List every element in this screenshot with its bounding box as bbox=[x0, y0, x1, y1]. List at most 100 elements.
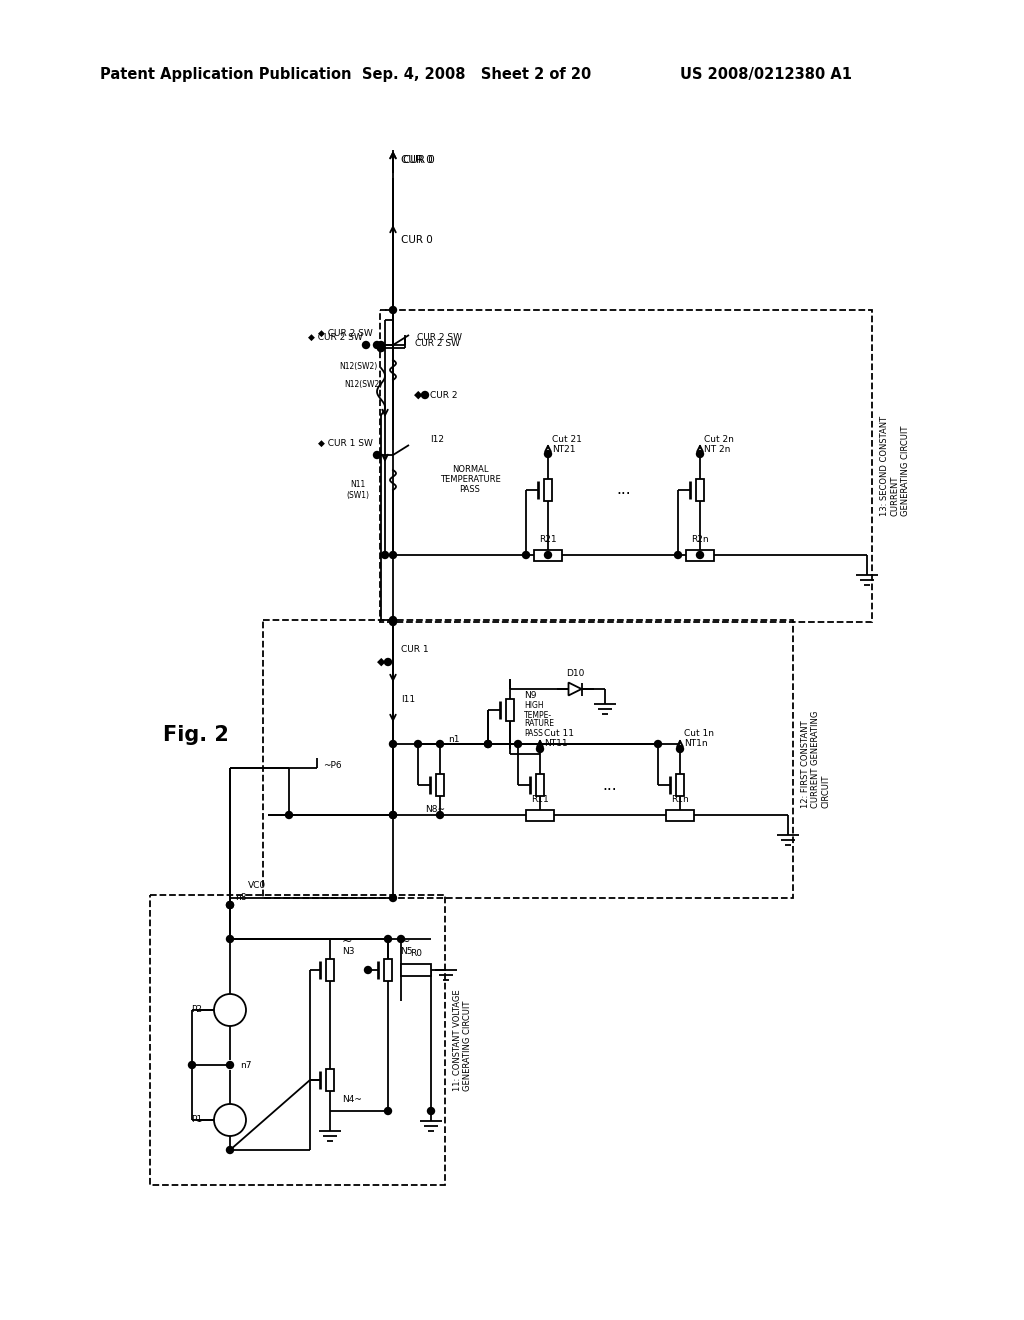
Text: CUR 0: CUR 0 bbox=[401, 154, 433, 165]
Circle shape bbox=[696, 450, 703, 458]
Text: ◆: ◆ bbox=[377, 657, 385, 667]
Circle shape bbox=[365, 966, 372, 974]
Text: R21: R21 bbox=[540, 535, 557, 544]
Circle shape bbox=[378, 342, 384, 348]
Text: HIGH: HIGH bbox=[524, 701, 544, 710]
Bar bbox=[696, 479, 705, 502]
Text: Cut 1n: Cut 1n bbox=[684, 730, 714, 738]
Text: R0: R0 bbox=[410, 949, 422, 958]
Text: CUR 0: CUR 0 bbox=[401, 235, 433, 246]
Text: N4~: N4~ bbox=[342, 1094, 361, 1104]
Text: NT21: NT21 bbox=[552, 445, 575, 454]
Bar bbox=[526, 809, 554, 821]
Circle shape bbox=[378, 345, 384, 351]
Text: CUR 2 SW: CUR 2 SW bbox=[415, 338, 460, 347]
Text: Patent Application Publication: Patent Application Publication bbox=[100, 67, 351, 82]
Text: PASS: PASS bbox=[524, 729, 543, 738]
Text: ◆ CUR 1 SW: ◆ CUR 1 SW bbox=[318, 438, 373, 447]
Text: I11: I11 bbox=[401, 696, 415, 705]
Circle shape bbox=[389, 616, 396, 623]
Circle shape bbox=[389, 619, 396, 626]
Circle shape bbox=[415, 741, 422, 747]
Circle shape bbox=[226, 902, 233, 908]
Circle shape bbox=[382, 552, 388, 558]
Text: N11
(SW1): N11 (SW1) bbox=[346, 480, 370, 500]
Text: n8: n8 bbox=[234, 892, 247, 902]
Text: VC0: VC0 bbox=[248, 880, 266, 890]
Circle shape bbox=[514, 741, 521, 747]
Bar bbox=[401, 964, 431, 975]
Circle shape bbox=[389, 306, 396, 314]
Text: ◆ CUR 2 SW: ◆ CUR 2 SW bbox=[318, 329, 373, 338]
Text: CUR 2 SW: CUR 2 SW bbox=[417, 333, 462, 342]
Circle shape bbox=[384, 659, 391, 665]
Text: RATURE: RATURE bbox=[524, 719, 554, 729]
Text: ◆: ◆ bbox=[414, 389, 422, 400]
Circle shape bbox=[214, 1104, 246, 1137]
Text: N12(SW2): N12(SW2) bbox=[344, 380, 382, 389]
Text: TEMPE-: TEMPE- bbox=[524, 710, 552, 719]
Text: PASS: PASS bbox=[460, 486, 480, 495]
Bar bbox=[536, 774, 544, 796]
Text: Cut 11: Cut 11 bbox=[544, 730, 574, 738]
Bar bbox=[666, 809, 694, 821]
Circle shape bbox=[214, 994, 246, 1026]
Text: NORMAL: NORMAL bbox=[452, 466, 488, 474]
Text: CUR 2: CUR 2 bbox=[430, 391, 458, 400]
Circle shape bbox=[384, 936, 391, 942]
Circle shape bbox=[384, 1107, 391, 1114]
Bar bbox=[263, 620, 793, 898]
Text: NT 2n: NT 2n bbox=[705, 445, 730, 454]
Circle shape bbox=[545, 552, 552, 558]
Text: P2: P2 bbox=[191, 1006, 202, 1015]
Circle shape bbox=[374, 342, 381, 348]
Circle shape bbox=[427, 1107, 434, 1114]
Text: Fig. 2: Fig. 2 bbox=[163, 725, 229, 744]
Circle shape bbox=[484, 741, 492, 747]
Text: ~: ~ bbox=[400, 935, 411, 948]
Circle shape bbox=[389, 552, 396, 558]
Circle shape bbox=[286, 812, 293, 818]
Text: ~: ~ bbox=[342, 935, 352, 948]
Text: N12(SW2): N12(SW2) bbox=[339, 362, 377, 371]
Circle shape bbox=[226, 936, 233, 942]
Circle shape bbox=[675, 552, 682, 558]
Text: NT1n: NT1n bbox=[684, 739, 708, 748]
Bar bbox=[380, 310, 872, 622]
Polygon shape bbox=[568, 682, 582, 696]
Circle shape bbox=[389, 741, 396, 747]
Bar bbox=[436, 774, 444, 796]
Bar bbox=[384, 960, 392, 981]
Circle shape bbox=[374, 451, 381, 458]
Circle shape bbox=[389, 812, 396, 818]
Text: ◆ CUR 2 SW: ◆ CUR 2 SW bbox=[308, 333, 362, 342]
Text: ...: ... bbox=[603, 777, 617, 792]
Text: n1: n1 bbox=[449, 735, 460, 744]
Text: 11: CONSTANT VOLTAGE
GENERATING CIRCUIT: 11: CONSTANT VOLTAGE GENERATING CIRCUIT bbox=[453, 989, 472, 1090]
Bar bbox=[326, 1069, 334, 1092]
Bar bbox=[686, 549, 714, 561]
Text: n7: n7 bbox=[240, 1060, 252, 1069]
Bar bbox=[326, 960, 334, 981]
Text: NT11: NT11 bbox=[544, 739, 567, 748]
Text: R2n: R2n bbox=[691, 535, 709, 544]
Text: N3: N3 bbox=[342, 946, 354, 956]
Bar bbox=[534, 549, 562, 561]
Text: D10: D10 bbox=[566, 668, 584, 677]
Text: N9: N9 bbox=[524, 690, 537, 700]
Circle shape bbox=[696, 552, 703, 558]
Circle shape bbox=[226, 1147, 233, 1154]
Text: Sep. 4, 2008   Sheet 2 of 20: Sep. 4, 2008 Sheet 2 of 20 bbox=[362, 67, 591, 82]
Circle shape bbox=[522, 552, 529, 558]
Circle shape bbox=[422, 392, 428, 399]
Text: N8~: N8~ bbox=[425, 805, 445, 814]
Circle shape bbox=[378, 345, 384, 351]
Bar bbox=[676, 774, 684, 796]
Text: 13: SECOND CONSTANT
CURRENT
GENERATING CIRCUIT: 13: SECOND CONSTANT CURRENT GENERATING C… bbox=[880, 416, 909, 516]
Circle shape bbox=[484, 741, 492, 747]
Text: 12: FIRST CONSTANT
CURRENT GENERATING
CIRCUIT: 12: FIRST CONSTANT CURRENT GENERATING CI… bbox=[801, 710, 830, 808]
Circle shape bbox=[226, 1061, 233, 1068]
Circle shape bbox=[677, 746, 683, 752]
Circle shape bbox=[436, 741, 443, 747]
Text: I12: I12 bbox=[430, 436, 444, 445]
